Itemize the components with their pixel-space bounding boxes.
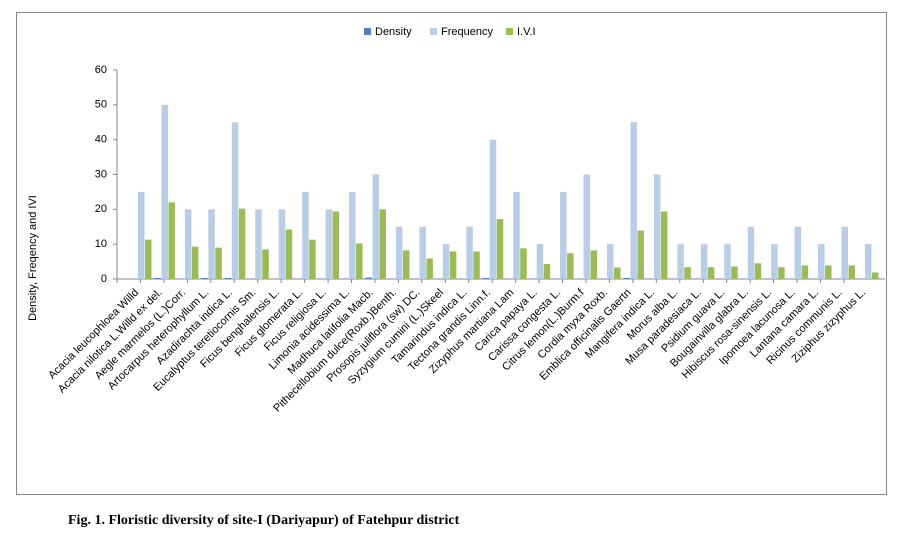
bar [225,278,232,279]
bar [403,250,410,279]
legend-label: Frequency [441,26,493,38]
bar [483,278,490,279]
bar [818,244,825,279]
legend-swatch [430,28,437,35]
bar [349,192,356,279]
bar [185,209,192,279]
bar [419,227,426,279]
bar [373,175,380,280]
bar [497,219,504,279]
bar [215,248,222,279]
bar [865,244,872,279]
bar [708,267,715,279]
bar [607,244,614,279]
y-tick-label: 10 [95,238,107,250]
bar [802,265,809,279]
bar [872,272,879,279]
bar [724,244,731,279]
y-tick-label: 40 [95,134,107,146]
bar [825,265,832,279]
bar [232,122,239,279]
bar [537,244,544,279]
bar [654,175,661,280]
bar [684,267,691,279]
bar [755,263,762,279]
bar [591,250,598,279]
bar [396,227,403,279]
bar [239,209,246,279]
bar [380,209,387,279]
bar [544,264,551,279]
bar [302,192,309,279]
bar [661,211,668,279]
bar [473,251,480,279]
bar [168,202,175,279]
bar [366,278,373,279]
bar [262,249,269,279]
bar [326,209,333,279]
y-tick-label: 20 [95,203,107,215]
bar [286,230,293,279]
y-tick-label: 0 [101,273,107,285]
bar [145,240,152,279]
bar [201,278,208,279]
bar [637,231,644,279]
bar [630,122,637,279]
bar [466,227,473,279]
bar [701,244,708,279]
bar [279,209,286,279]
bar [771,244,778,279]
bar [842,227,849,279]
bar [450,251,457,279]
y-tick-label: 50 [95,99,107,111]
bar [138,192,145,279]
y-tick-label: 30 [95,168,107,180]
caption: Fig. 1. Floristic diversity of site-I (D… [68,513,460,528]
bar [567,253,574,279]
bar [513,192,520,279]
bar [255,209,262,279]
bar [443,244,450,279]
bar [520,248,527,279]
bar [426,258,433,279]
y-tick-label: 60 [95,64,107,76]
bar [584,175,591,280]
bar [192,247,199,279]
legend-label: I.V.I [517,26,536,38]
bar [795,227,802,279]
bar [614,268,621,279]
bar [356,243,363,279]
legend-label: Density [375,26,412,38]
bar [748,227,755,279]
bar [778,267,785,279]
bar [731,266,738,279]
bar [490,140,497,279]
bar [309,240,316,279]
bar [208,209,215,279]
bar [161,105,168,279]
bar [154,278,161,279]
legend-swatch [506,28,513,35]
bar [333,211,340,279]
bar [623,278,630,279]
bar [560,192,567,279]
y-axis-label: Density, Freqency and IVI [27,195,39,321]
bar [677,244,684,279]
bar [849,265,856,279]
legend-swatch [364,28,371,35]
